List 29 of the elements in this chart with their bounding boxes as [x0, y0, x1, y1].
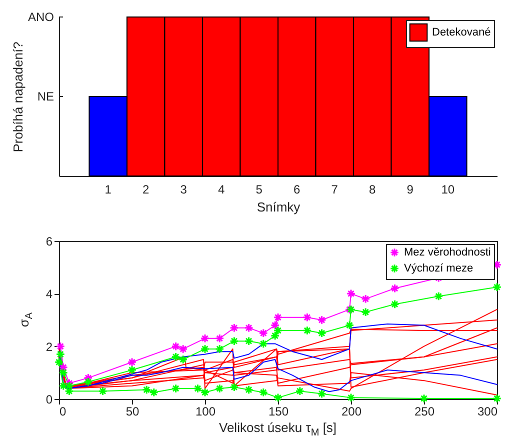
text: NE: [37, 90, 54, 104]
x-tick-label: 10: [441, 182, 455, 196]
x-tick-label: 150: [268, 404, 289, 418]
y-tick-label: 6: [46, 234, 53, 248]
legend-label: Výchozí meze: [404, 262, 474, 274]
x-tick-label: 1: [104, 182, 112, 196]
x-tick-label: 200: [341, 404, 362, 418]
y-axis-title: Probíhá napadení?: [10, 42, 26, 152]
x-tick-label: 3: [180, 182, 188, 196]
x-tick-label: 8: [369, 182, 376, 196]
x-tick-label: 5: [256, 182, 263, 196]
x-tick-label: 0: [60, 404, 66, 418]
x-tick-label: 2: [142, 182, 150, 196]
text: ANO: [28, 10, 54, 24]
x-tick-label: 50: [126, 404, 140, 418]
x-tick-label: 100: [195, 404, 216, 418]
x-tick-label: 300: [477, 404, 498, 418]
legend-label: Mez věrohodnosti: [404, 246, 491, 258]
x-axis-title: Snímky: [256, 200, 301, 214]
x-axis-title: Velikost úseku τ$_{M}$ [s]: [219, 420, 337, 439]
x-tick-label: 4: [218, 182, 226, 196]
y-tick-label: 2: [46, 340, 53, 354]
x-tick-label: 250: [414, 404, 435, 418]
y-tick-label: 4: [46, 287, 53, 302]
x-tick-label: 7: [331, 182, 338, 196]
y-tick-label: 0: [46, 392, 53, 406]
x-tick-label: 9: [406, 182, 414, 196]
x-tick-label: 6: [294, 182, 301, 196]
legend-label: Detekované: [432, 26, 491, 38]
